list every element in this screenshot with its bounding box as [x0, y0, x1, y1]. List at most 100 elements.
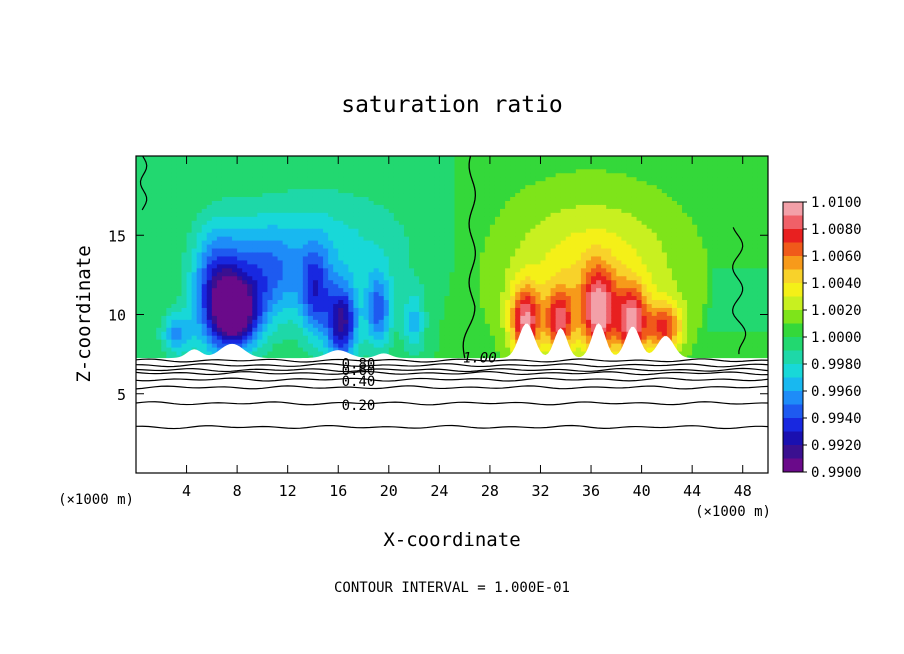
field-cell [580, 291, 587, 297]
field-cell [171, 236, 178, 241]
field-cell [520, 311, 526, 316]
field-cell [459, 307, 466, 312]
field-cell [323, 192, 329, 198]
field-cell [409, 236, 415, 241]
field-cell [363, 184, 370, 190]
field-cell [525, 156, 531, 162]
field-cell [409, 208, 415, 213]
field-cell [166, 271, 172, 277]
field-cell [439, 232, 446, 237]
field-cell [510, 240, 516, 245]
field-cell [449, 196, 456, 201]
field-cell [601, 279, 607, 285]
field-cell [227, 271, 233, 277]
field-cell [560, 275, 567, 281]
field-cell [368, 267, 375, 273]
field-cell [575, 255, 582, 261]
field-cell [242, 283, 248, 289]
field-cell [580, 335, 587, 340]
field-cell [166, 156, 172, 158]
field-cell [247, 346, 253, 352]
field-cell [252, 346, 258, 352]
field-cell [247, 232, 253, 237]
field-cell [454, 311, 461, 316]
field-cell [287, 319, 294, 324]
field-cell [474, 216, 481, 221]
field-cell [398, 319, 405, 324]
field-cell [469, 259, 476, 265]
field-cell [191, 271, 198, 277]
field-cell [419, 275, 425, 281]
field-cell [171, 263, 178, 269]
field-cell [242, 339, 248, 344]
field-cell [333, 176, 339, 182]
field-cell [515, 176, 521, 182]
field-cell [515, 315, 521, 320]
field-cell [530, 180, 537, 186]
field-cell [287, 287, 294, 293]
field-cell [373, 350, 380, 356]
field-cell [348, 232, 355, 237]
field-cell [161, 220, 167, 225]
field-cell [505, 350, 511, 356]
field-cell [191, 200, 198, 205]
field-cell [292, 343, 299, 348]
field-cell [500, 267, 506, 273]
field-cell [287, 224, 294, 229]
field-cell [146, 247, 152, 253]
field-cell [591, 164, 597, 170]
field-cell [454, 164, 461, 170]
field-cell [469, 287, 476, 293]
field-cell [237, 212, 243, 217]
field-cell [292, 196, 299, 201]
field-cell [181, 343, 188, 348]
field-cell [151, 188, 157, 194]
field-cell [494, 267, 501, 273]
field-cell [302, 315, 309, 320]
field-cell [494, 275, 501, 281]
field-cell [247, 224, 253, 229]
field-cell [206, 279, 213, 285]
field-cell [606, 295, 612, 301]
field-cell [515, 172, 521, 178]
field-cell [601, 259, 607, 265]
field-cell [388, 350, 395, 356]
field-cell [282, 263, 289, 269]
field-cell [267, 319, 274, 324]
field-cell [575, 240, 582, 245]
field-cell [464, 247, 471, 253]
field-cell [414, 303, 420, 308]
field-cell [242, 299, 248, 304]
field-cell [292, 295, 299, 301]
field-cell [318, 200, 324, 205]
field-cell [363, 331, 370, 336]
field-cell [383, 247, 390, 253]
field-cell [343, 346, 349, 352]
field-cell [262, 220, 269, 225]
field-cell [358, 156, 365, 162]
field-cell [585, 319, 592, 324]
field-cell [596, 307, 602, 312]
field-cell [403, 287, 410, 293]
field-cell [312, 287, 319, 293]
field-cell [403, 354, 410, 360]
field-cell [216, 184, 223, 190]
field-cell [540, 192, 547, 198]
field-cell [338, 299, 344, 304]
field-cell [267, 259, 274, 265]
field-cell [454, 331, 461, 336]
field-cell [181, 295, 188, 301]
field-cell [535, 240, 542, 245]
field-cell [414, 200, 420, 205]
field-cell [136, 212, 142, 217]
field-cell [596, 168, 602, 174]
field-cell [403, 204, 410, 209]
field-cell [247, 180, 253, 186]
field-cell [398, 255, 405, 261]
field-cell [434, 251, 440, 257]
field-cell [232, 287, 238, 293]
field-cell [383, 287, 390, 293]
field-cell [232, 315, 238, 320]
field-cell [510, 263, 516, 269]
field-cell [398, 339, 405, 344]
